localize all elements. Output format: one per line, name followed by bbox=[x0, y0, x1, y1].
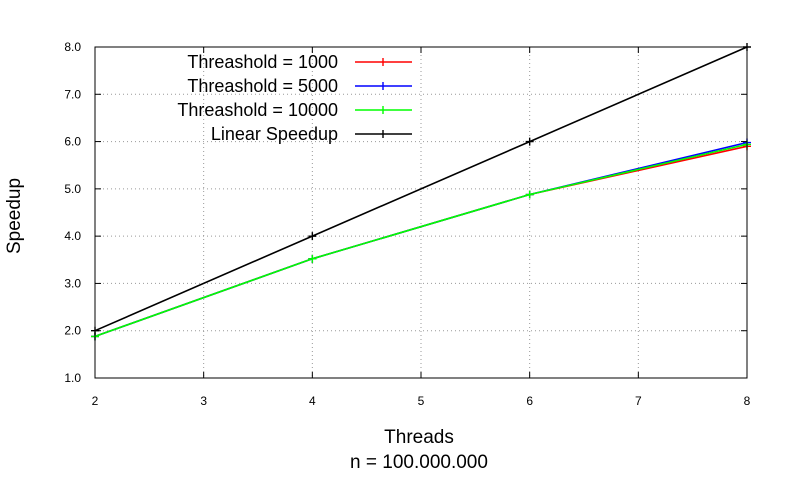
legend-entry: Threashold = 10000 bbox=[177, 100, 412, 120]
legend-label: Threashold = 5000 bbox=[187, 76, 338, 96]
y-tick-label: 1.0 bbox=[64, 371, 81, 385]
x-tick-label: 2 bbox=[92, 394, 99, 408]
legend-entry: Threashold = 1000 bbox=[187, 52, 412, 72]
legend: Threashold = 1000 Threashold = 5000 Threas… bbox=[177, 52, 412, 144]
x-tick-label: 3 bbox=[200, 394, 207, 408]
legend-entry: Threashold = 5000 bbox=[187, 76, 412, 96]
data-point bbox=[308, 254, 317, 263]
plot-frame bbox=[94, 46, 748, 379]
series-line bbox=[94, 143, 748, 338]
legend-entry: Linear Speedup bbox=[211, 124, 412, 144]
legend-label: Linear Speedup bbox=[211, 124, 338, 144]
x-tick-label: 6 bbox=[526, 394, 533, 408]
series-2 bbox=[91, 140, 751, 341]
x-tick-label: 4 bbox=[309, 394, 316, 408]
grid bbox=[95, 47, 747, 378]
series-line bbox=[94, 46, 748, 332]
legend-label: Threashold = 10000 bbox=[177, 100, 338, 120]
data-point bbox=[525, 190, 534, 199]
y-tick-label: 4.0 bbox=[64, 229, 81, 243]
y-tick-label: 7.0 bbox=[64, 87, 81, 101]
data-point bbox=[525, 137, 534, 146]
x-tick-label: 7 bbox=[635, 394, 642, 408]
y-tick-label: 2.0 bbox=[64, 324, 81, 338]
legend-label: Threashold = 1000 bbox=[187, 52, 338, 72]
y-tick-label: 6.0 bbox=[64, 135, 81, 149]
data-point bbox=[308, 232, 317, 241]
x-tick-label: 8 bbox=[744, 394, 751, 408]
y-axis-title: Speedup bbox=[4, 178, 25, 254]
x-axis-subtitle: n = 100.000.000 bbox=[350, 452, 488, 473]
x-tick-label: 5 bbox=[418, 394, 425, 408]
x-axis-title: Threads bbox=[384, 427, 454, 448]
y-tick-label: 3.0 bbox=[64, 276, 81, 290]
y-tick-label: 5.0 bbox=[64, 182, 81, 196]
axis-ticks: 2 3 4 5 6 7 8 1.0 2.0 3.0 4.0 5.0 6.0 7.0 8.0 bbox=[64, 40, 750, 408]
y-tick-label: 8.0 bbox=[64, 40, 81, 54]
series-0 bbox=[91, 142, 751, 341]
